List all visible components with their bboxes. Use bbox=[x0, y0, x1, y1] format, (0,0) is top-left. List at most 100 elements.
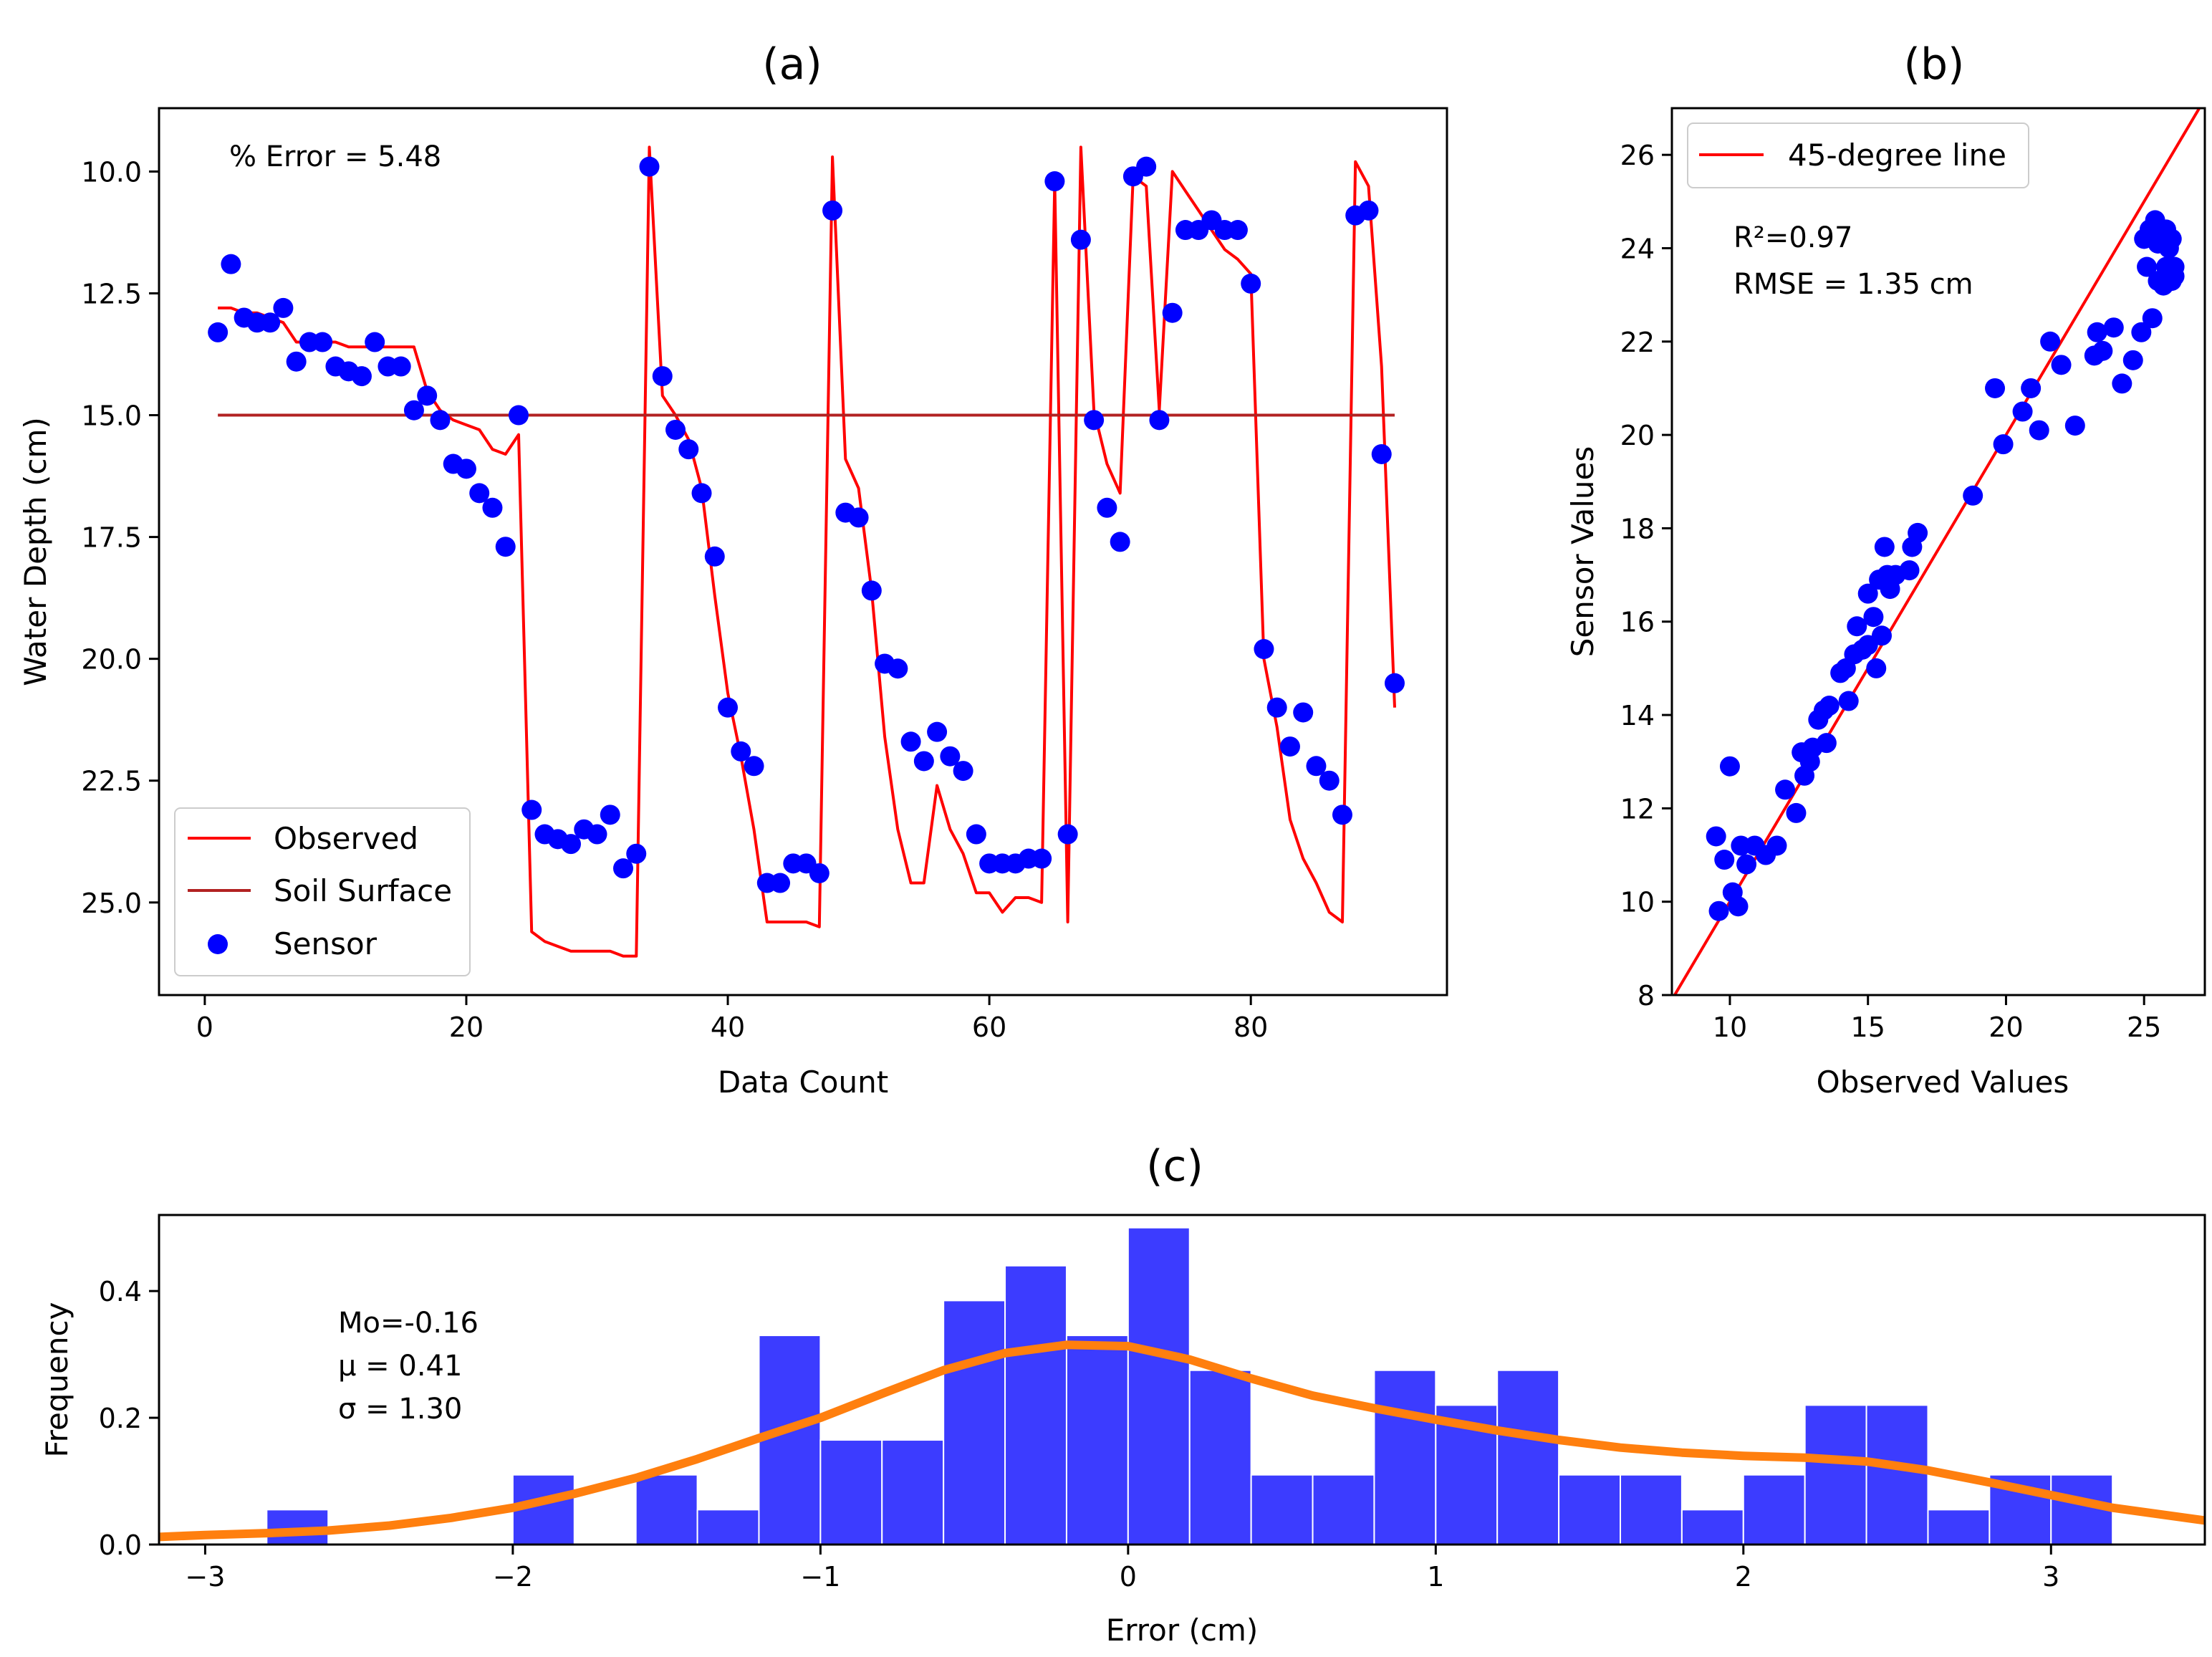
sensor-vs-observed-point bbox=[2112, 373, 2132, 394]
sensor-vs-observed-point bbox=[2142, 308, 2163, 329]
sensor-vs-observed-point bbox=[1857, 583, 1878, 604]
y-tick-label: 20 bbox=[1620, 420, 1655, 451]
sensor-vs-observed-point bbox=[1819, 696, 1840, 716]
sensor-point bbox=[351, 366, 372, 387]
sensor-point bbox=[822, 200, 843, 221]
histogram-bar bbox=[943, 1300, 1006, 1545]
histogram-bar bbox=[1373, 1369, 1437, 1545]
y-tick-label: 22.5 bbox=[81, 766, 142, 797]
histogram-bar bbox=[696, 1509, 760, 1545]
y-tick-label: 18 bbox=[1620, 513, 1655, 544]
sensor-point bbox=[1227, 220, 1248, 241]
sensor-vs-observed-point bbox=[1736, 854, 1757, 875]
y-tick-label: 0.0 bbox=[99, 1529, 142, 1561]
x-tick-label: 20 bbox=[449, 1012, 484, 1043]
y-tick-label: 25.0 bbox=[81, 888, 142, 919]
sensor-point bbox=[1254, 639, 1274, 660]
sensor-vs-observed-point bbox=[1766, 835, 1787, 856]
sensor-point bbox=[390, 356, 411, 377]
histogram-bar bbox=[635, 1474, 698, 1545]
histogram-bar bbox=[1620, 1474, 1683, 1545]
x-tick-label: 10 bbox=[1713, 1012, 1747, 1043]
sensor-vs-observed-point bbox=[1786, 802, 1807, 823]
sensor-point bbox=[718, 697, 739, 718]
sensor-point bbox=[678, 439, 699, 460]
sensor-point bbox=[430, 410, 451, 431]
sensor-vs-observed-point bbox=[2137, 256, 2158, 277]
panel-c-chart: (c) −3 −2 −1 0 1 2 3 0.0 0.2 0.4 Error (cm) Freq… bbox=[39, 1141, 2206, 1648]
sensor-vs-observed-point bbox=[1838, 691, 1859, 711]
x-tick-label: 3 bbox=[2042, 1561, 2059, 1593]
sensor-point bbox=[704, 546, 725, 567]
sensor-point bbox=[953, 761, 973, 782]
panel-a-title: (a) bbox=[762, 39, 822, 90]
sensor-point bbox=[1319, 770, 1340, 791]
histogram-bar bbox=[819, 1439, 883, 1545]
sensor-vs-observed-point bbox=[1963, 485, 1983, 506]
panel-c-y-label: Frequency bbox=[39, 1302, 74, 1458]
sensor-vs-observed-point bbox=[1866, 658, 1887, 678]
sensor-point bbox=[731, 741, 751, 762]
histogram-bar bbox=[881, 1439, 945, 1545]
sensor-point bbox=[1384, 673, 1405, 693]
sensor-point bbox=[521, 799, 542, 820]
sensor-point bbox=[613, 858, 634, 879]
sensor-vs-observed-point bbox=[1899, 560, 1920, 581]
sensor-point bbox=[560, 834, 581, 855]
y-tick-label: 22 bbox=[1620, 327, 1655, 358]
sensor-vs-observed-point bbox=[2021, 378, 2042, 398]
y-tick-label: 26 bbox=[1620, 140, 1655, 171]
panel-b-chart: (b) 10 15 20 25 8 10 12 14 16 18 20 22 24 26 Observe… bbox=[1565, 39, 2206, 1100]
sensor-vs-observed-point bbox=[1863, 607, 1884, 628]
sensor-point bbox=[260, 312, 281, 333]
sensor-point bbox=[495, 537, 516, 557]
x-tick-label: 60 bbox=[972, 1012, 1006, 1043]
sensor-vs-observed-point bbox=[1728, 896, 1749, 917]
sensor-point bbox=[417, 385, 438, 406]
panel-b-y-label: Sensor Values bbox=[1565, 446, 1600, 658]
sensor-vs-observed-point bbox=[1871, 625, 1892, 646]
y-tick-label: 8 bbox=[1638, 980, 1655, 1012]
sensor-vs-observed-point bbox=[2064, 416, 2085, 436]
legend-45-degree-label: 45-degree line bbox=[1788, 138, 2006, 173]
sensor-point bbox=[888, 658, 908, 679]
sensor-point bbox=[913, 751, 934, 772]
sensor-point bbox=[809, 863, 830, 883]
y-tick-label: 20.0 bbox=[81, 644, 142, 676]
y-tick-label: 17.5 bbox=[81, 522, 142, 554]
panel-c-sd-annotation: σ = 1.30 bbox=[338, 1393, 462, 1426]
sensor-point bbox=[626, 843, 647, 864]
x-tick-label: −3 bbox=[185, 1561, 225, 1593]
sensor-point bbox=[1032, 848, 1052, 869]
sensor-vs-observed-point bbox=[2103, 317, 2124, 338]
y-tick-label: 15.0 bbox=[81, 400, 142, 432]
sensor-point bbox=[691, 483, 712, 504]
sensor-point bbox=[770, 873, 791, 893]
sensor-vs-observed-point bbox=[2161, 229, 2182, 249]
panel-c-y-axis: 0.0 0.2 0.4 bbox=[99, 1276, 159, 1561]
panel-c-mode-annotation: Mo=-0.16 bbox=[338, 1307, 479, 1340]
x-tick-label: 2 bbox=[1735, 1561, 1752, 1593]
sensor-point bbox=[600, 805, 620, 825]
sensor-point bbox=[900, 731, 921, 752]
x-tick-label: 20 bbox=[1989, 1012, 2023, 1043]
sensor-point bbox=[1070, 229, 1091, 250]
x-tick-label: 1 bbox=[1427, 1561, 1444, 1593]
panel-a-y-axis: 10.0 12.5 15.0 17.5 20.0 22.5 25.0 bbox=[81, 156, 159, 919]
sensor-point bbox=[587, 824, 607, 845]
panel-a-y-label: Water Depth (cm) bbox=[18, 417, 53, 686]
histogram-bar bbox=[1680, 1509, 1744, 1545]
sensor-point bbox=[1097, 497, 1117, 518]
sensor-point bbox=[1266, 697, 1287, 718]
y-tick-label: 14 bbox=[1620, 700, 1655, 731]
sensor-point bbox=[1241, 273, 1261, 294]
y-tick-label: 24 bbox=[1620, 233, 1655, 264]
legend-sensor-label: Sensor bbox=[274, 926, 378, 961]
histogram-bar bbox=[1496, 1369, 1560, 1545]
sensor-vs-observed-point bbox=[2087, 322, 2107, 342]
sensor-point bbox=[1332, 805, 1352, 825]
sensor-point bbox=[966, 824, 986, 845]
sensor-vs-observed-point bbox=[2122, 350, 2143, 370]
panel-a-frame bbox=[158, 107, 1448, 996]
sensor-point bbox=[1306, 756, 1327, 777]
